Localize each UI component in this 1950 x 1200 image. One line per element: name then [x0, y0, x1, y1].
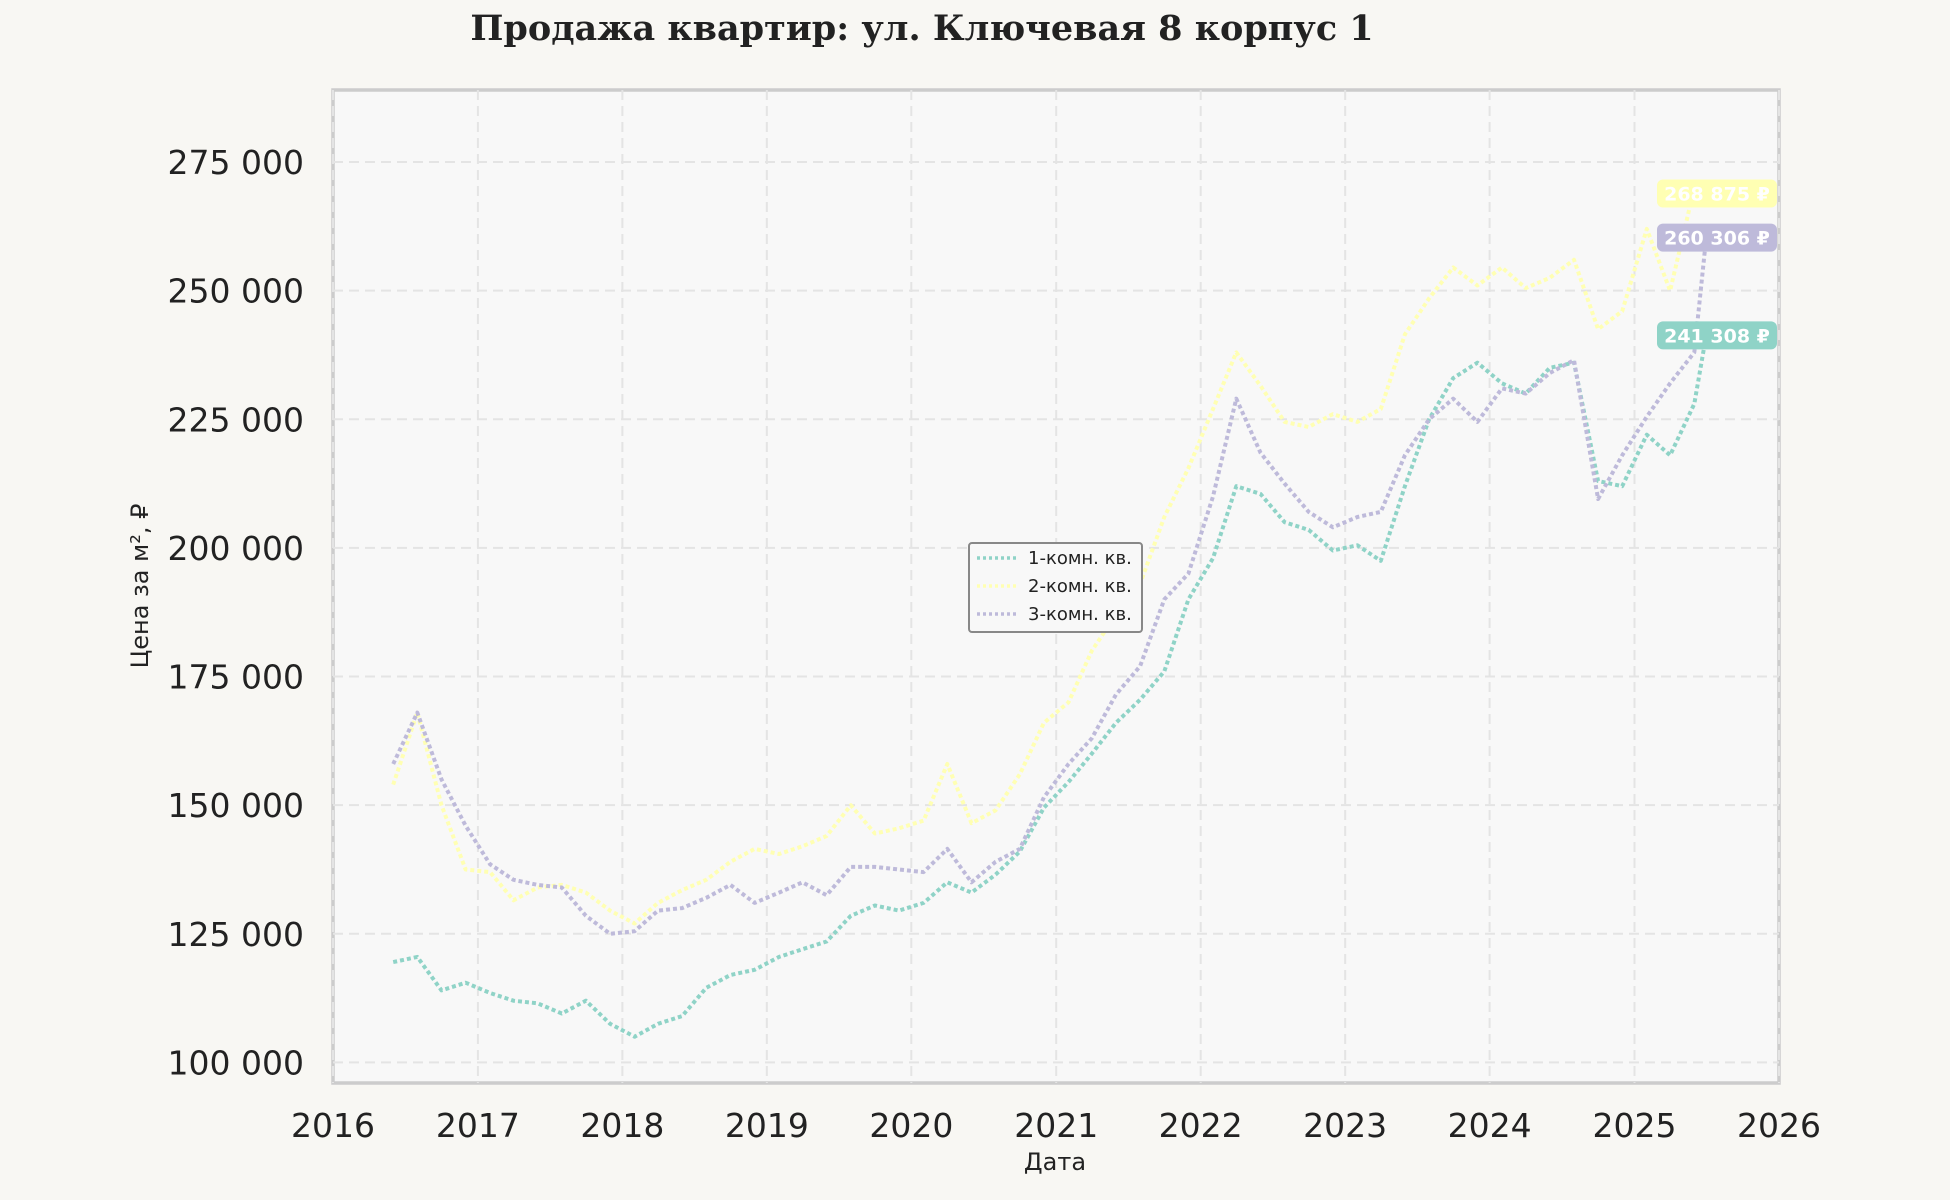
y-axis-ticks: 100 000 125 000 150 000 175 000 200 000 225 0… — [168, 143, 304, 1082]
x-tick-label: 2019 — [725, 1106, 809, 1145]
legend-box — [968, 542, 1143, 633]
series-lines — [391, 185, 1709, 1039]
y-tick-label: 275 000 — [168, 143, 304, 182]
x-tick-label: 2026 — [1737, 1106, 1821, 1145]
end-label-1: 241 308 ₽ — [1664, 325, 1770, 347]
x-tick-label: 2020 — [869, 1106, 953, 1145]
x-tick-label: 2023 — [1303, 1106, 1387, 1145]
y-tick-label: 100 000 — [168, 1043, 304, 1082]
x-tick-label: 2018 — [580, 1106, 664, 1145]
grid-lines — [332, 90, 1780, 1083]
x-tick-label: 2016 — [291, 1106, 375, 1145]
x-tick-label: 2017 — [436, 1106, 520, 1145]
y-tick-label: 175 000 — [168, 658, 304, 697]
end-label-box-1 — [1657, 321, 1777, 350]
x-tick-label: 2021 — [1014, 1106, 1098, 1145]
x-axis-ticks: 2016 2017 2018 2019 2020 2021 2022 2023 2024 2025… — [291, 1106, 1821, 1145]
legend-entry-1: 1-комн. кв. — [1028, 548, 1132, 569]
y-tick-label: 250 000 — [168, 272, 304, 311]
x-tick-label: 2025 — [1593, 1106, 1677, 1145]
end-label-box-2 — [1657, 179, 1777, 208]
series-end-labels: 241 308 ₽ 268 875 ₽ 260 306 ₽ — [1657, 179, 1777, 350]
legend-entry-2: 2-комн. кв. — [1028, 576, 1132, 597]
y-tick-label: 225 000 — [168, 400, 304, 439]
series-line-3 — [391, 237, 1709, 936]
y-tick-label: 150 000 — [168, 786, 304, 825]
legend: 1-комн. кв. 2-комн. кв. 3-комн. кв. — [968, 542, 1143, 633]
chart-title: Продажа квартир: ул. Ключевая 8 корпус 1 — [470, 8, 1373, 49]
end-label-3: 260 306 ₽ — [1664, 228, 1770, 250]
x-tick-label: 2024 — [1448, 1106, 1532, 1145]
y-tick-label: 200 000 — [168, 529, 304, 568]
y-axis-label: Цена за м², ₽ — [126, 504, 154, 669]
y-tick-label: 125 000 — [168, 915, 304, 954]
series-line-2 — [391, 185, 1708, 926]
x-tick-label: 2022 — [1159, 1106, 1243, 1145]
legend-entry-3: 3-комн. кв. — [1028, 604, 1132, 625]
series-line-1 — [392, 335, 1709, 1039]
x-axis-label: Дата — [1024, 1148, 1086, 1176]
end-label-box-3 — [1657, 223, 1777, 252]
end-label-2: 268 875 ₽ — [1664, 184, 1770, 206]
